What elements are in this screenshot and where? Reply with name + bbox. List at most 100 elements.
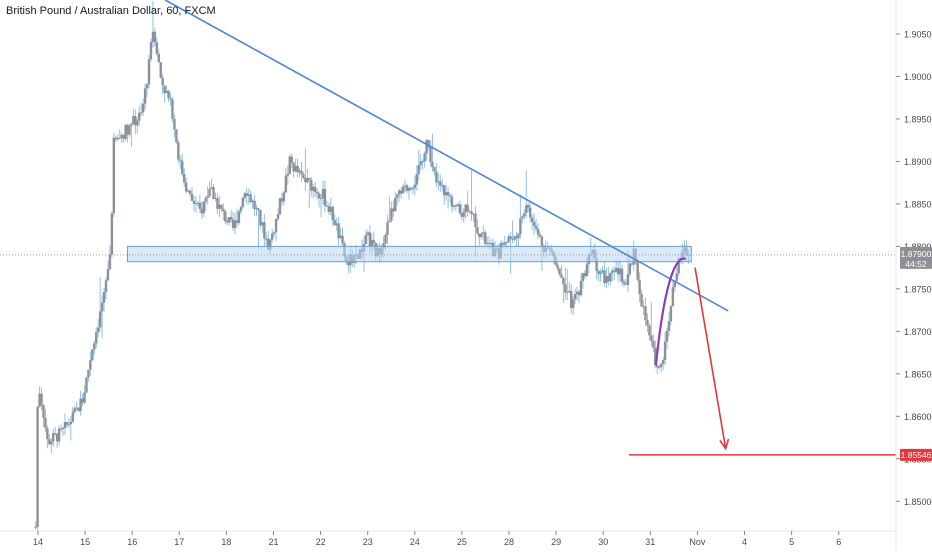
candle-body: [319, 198, 323, 200]
candle-body: [159, 62, 162, 78]
candle-body: [241, 197, 245, 208]
time-tick-label: 23: [363, 537, 373, 547]
candle-body: [530, 217, 534, 223]
candle-body: [317, 193, 321, 199]
candle-body: [476, 227, 479, 234]
candle-body: [425, 139, 428, 154]
candle-body: [206, 196, 209, 199]
candle-body: [38, 393, 41, 407]
time-tick-label: 6: [836, 537, 841, 547]
candle-body: [511, 238, 514, 240]
candle-body: [460, 213, 463, 217]
candle-body: [147, 59, 151, 85]
current-price-badge: [900, 246, 932, 269]
candle-body: [79, 398, 82, 412]
candle-body: [599, 272, 602, 275]
candle-body: [468, 211, 471, 213]
candle-body: [315, 191, 319, 194]
candle-body: [95, 332, 98, 344]
candle-body: [306, 177, 309, 183]
candle-body: [87, 369, 90, 378]
candle-body: [405, 185, 409, 191]
candle-body: [669, 306, 673, 322]
candle-body: [442, 185, 446, 196]
candle-body: [61, 427, 65, 429]
candle-body: [532, 222, 536, 227]
candle-body: [177, 142, 180, 160]
candle-body: [523, 213, 526, 217]
candle-body: [413, 184, 417, 189]
candle-body: [261, 222, 264, 226]
candle-body: [489, 243, 493, 245]
candle-body: [182, 173, 186, 183]
candle-body: [251, 200, 254, 203]
price-tick-label: 1.89500: [904, 114, 932, 124]
candle-body: [484, 232, 487, 244]
candle-body: [210, 187, 213, 190]
candle-body: [652, 340, 655, 348]
candle-body: [603, 270, 606, 284]
candle-body: [249, 194, 252, 203]
candle-body: [527, 205, 530, 208]
candle-body: [427, 139, 430, 147]
candle-body: [609, 272, 612, 282]
candle-body: [312, 186, 315, 191]
candle-body: [161, 77, 164, 86]
candle-body: [186, 190, 190, 192]
candle-body: [247, 194, 250, 196]
candle-body: [372, 240, 375, 244]
candle-body: [259, 210, 262, 226]
candle-body: [143, 88, 147, 104]
candle-body: [50, 441, 53, 445]
candle-body: [42, 404, 45, 418]
candle-body: [100, 302, 104, 312]
candle-body: [282, 192, 286, 202]
candle-body: [202, 201, 205, 214]
candle-body: [528, 207, 532, 218]
candle-body: [636, 261, 639, 280]
candle-body: [300, 170, 303, 175]
candle-body: [288, 156, 291, 174]
candle-body: [458, 204, 462, 214]
candle-body: [505, 242, 508, 244]
candle-body: [441, 185, 444, 187]
price-tick-label: 1.89000: [904, 157, 932, 167]
candle-body: [270, 233, 274, 240]
candle-body: [394, 198, 397, 212]
candle-body: [171, 99, 174, 119]
candle-body: [290, 156, 293, 163]
time-tick-label: 4: [742, 537, 747, 547]
candle-body: [665, 331, 669, 342]
candle-body: [607, 276, 610, 282]
candle-body: [83, 392, 86, 403]
candle-body: [560, 274, 563, 278]
candle-body: [151, 31, 155, 43]
candle-body: [155, 42, 159, 54]
candle-body: [200, 208, 203, 214]
candle-body: [327, 205, 331, 212]
candle-body: [620, 268, 624, 282]
candle-body: [616, 267, 620, 275]
candle-body: [226, 221, 229, 223]
candle-body: [624, 283, 628, 286]
candle-body: [298, 170, 301, 173]
candle-body: [571, 299, 575, 309]
candle-body: [503, 242, 506, 245]
candle-body: [184, 182, 188, 192]
candle-body: [81, 398, 84, 403]
candle-body: [568, 290, 571, 292]
candle-body: [229, 217, 233, 220]
candle-body: [227, 217, 231, 223]
candle-body: [313, 186, 317, 192]
price-tick-label: 1.87500: [904, 284, 932, 294]
candle-body: [110, 213, 114, 255]
candle-body: [534, 226, 538, 229]
candle-body: [673, 280, 677, 288]
candle-body: [77, 407, 80, 412]
candle-body: [198, 202, 202, 209]
candle-body: [474, 213, 477, 228]
candle-body: [220, 204, 223, 209]
candle-body: [141, 103, 145, 113]
candle-body: [222, 208, 225, 212]
